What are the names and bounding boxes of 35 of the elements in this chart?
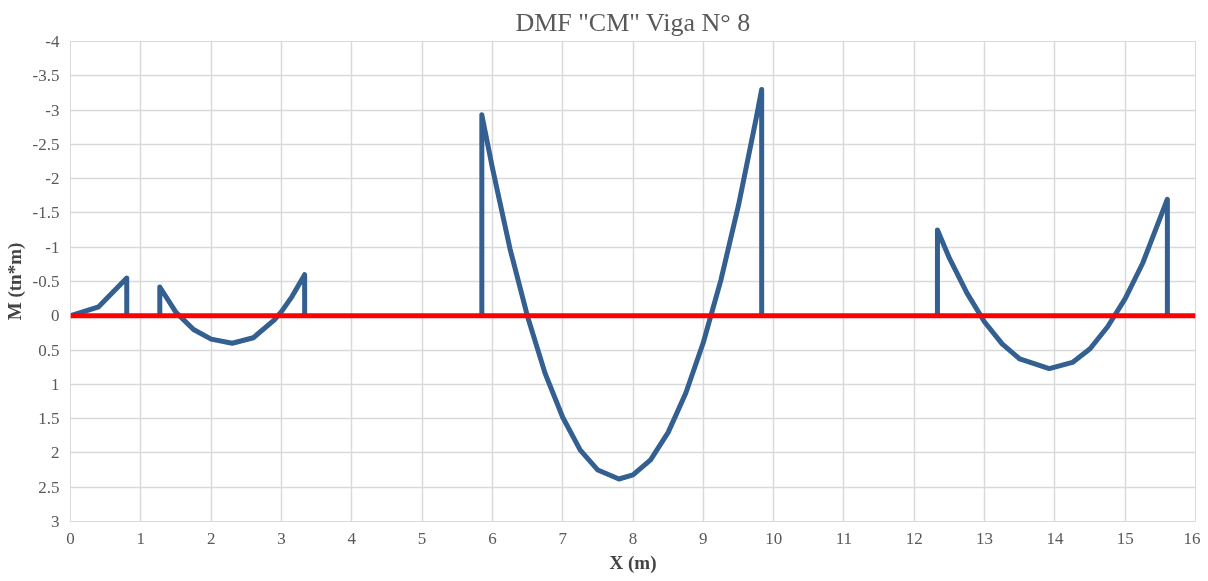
y-tick-label: -1 — [45, 237, 60, 257]
x-tick-label: 9 — [699, 528, 708, 548]
x-tick-label: 11 — [835, 528, 853, 548]
x-tick-label: 15 — [1116, 528, 1134, 548]
y-tick-label: 2.5 — [38, 477, 60, 497]
y-tick-label: -0.5 — [32, 272, 60, 291]
y-tick-label: 1 — [51, 374, 60, 394]
x-tick-label: 3 — [277, 528, 286, 548]
y-tick-label: 0 — [51, 306, 60, 326]
x-tick-label: 13 — [976, 528, 994, 548]
y-tick-label: 0.5 — [38, 340, 60, 360]
x-tick-label: 8 — [628, 528, 638, 548]
x-tick-label: 2 — [206, 528, 216, 548]
x-tick-label: 6 — [488, 528, 497, 548]
y-tick-label: -1.5 — [32, 203, 60, 223]
chart-title: DMF "CM" Viga N° 8 — [515, 7, 751, 37]
y-axis-title: M (tn*m) — [3, 242, 26, 321]
y-tick-label: -2 — [45, 169, 60, 189]
y-tick-label: -3.5 — [32, 66, 60, 86]
x-tick-label: 5 — [417, 528, 427, 548]
y-tick-label: -4 — [45, 32, 60, 51]
y-tick-label: 3 — [51, 512, 60, 531]
x-axis-title: X (m) — [609, 551, 657, 574]
x-tick-label: 14 — [1046, 528, 1064, 548]
y-tick-label: 2 — [51, 443, 60, 463]
y-tick-label: -3 — [45, 100, 60, 120]
x-tick-label: 4 — [347, 528, 357, 548]
x-tick-label: 16 — [1183, 528, 1201, 548]
x-tick-label: 1 — [136, 528, 146, 548]
x-tick-label: 10 — [765, 528, 783, 548]
x-tick-label: 12 — [905, 528, 923, 548]
y-tick-label: 1.5 — [38, 409, 60, 429]
y-tick-label: -2.5 — [32, 134, 60, 154]
x-tick-label: 0 — [66, 528, 75, 548]
x-tick-label: 7 — [558, 528, 568, 548]
